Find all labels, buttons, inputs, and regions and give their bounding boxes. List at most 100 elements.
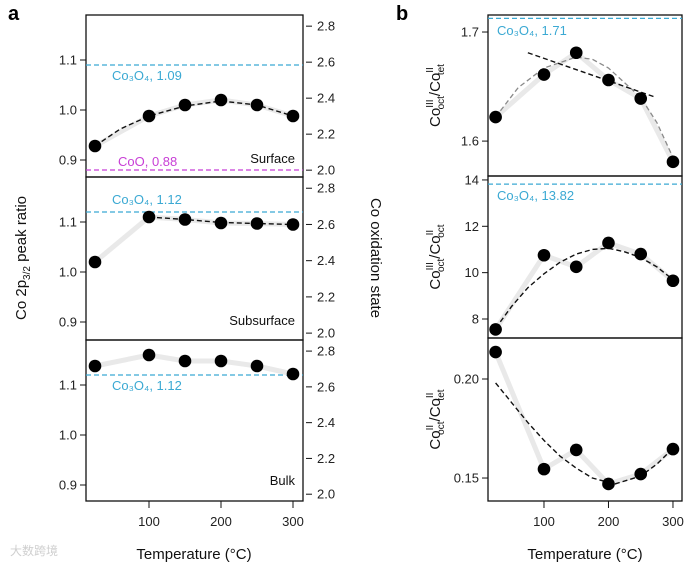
reference-label: CoO, 0.88 [118,154,177,169]
y2-tick-label: 2.8 [317,19,335,34]
data-point [602,73,615,87]
watermark: 大数跨境 [10,543,58,558]
x-tick-label: 200 [210,514,232,529]
data-point [178,354,192,368]
data-point [178,98,192,112]
x-tick-label: 300 [282,514,304,529]
data-point [537,248,551,262]
data-band [493,240,675,331]
panel-b-2: 0.15 0.20 CoIIoct/CoIItet [425,337,683,502]
data-point [250,359,264,373]
data-point [666,442,680,456]
data-point [250,98,264,112]
panel-b-1: 8 10 12 14 Co₃O₄, 13.82 CoIIIoct/CoIIoct [425,172,683,339]
y2-tick-label: 2.6 [317,55,335,70]
y2-tick-label: 2.4 [317,415,335,430]
panel-b-0: 1.6 1.7 Co₃O₄, 1.71 CoIIIoct/CoIItet [425,14,683,177]
plot-frame [85,339,304,502]
data-point [142,210,156,224]
reference-label: Co₃O₄, 1.12 [112,192,182,207]
reference-label: Co₃O₄, 13.82 [497,188,574,203]
y-tick-label: 0.15 [454,471,479,486]
data-point [178,213,192,226]
panel-a-1: 0.9 1.0 1.1 2.0 2.2 2.4 2.6 2.8 Co₃O₄, 1.12 Subsu… [59,176,335,341]
data-point [142,348,156,362]
y-tick-label: 0.9 [59,315,77,330]
y2-tick-label: 2.6 [317,379,335,394]
reference-label: Co₃O₄, 1.71 [497,23,567,38]
data-point [250,217,264,230]
y-tick-label: 1.1 [59,53,77,68]
data-point [286,109,300,123]
x-tick-label: 200 [598,514,620,529]
data-band [493,50,676,163]
data-point [214,354,228,368]
panel-label-b: b [396,3,408,25]
y-tick-label: 0.9 [59,153,77,168]
data-point [214,93,228,107]
y2-tick-label: 2.4 [317,253,335,268]
data-point [286,367,300,381]
y-tick-label: 1.7 [461,25,479,40]
y2-tick-label: 2.0 [317,326,335,341]
data-point [214,216,228,230]
y-tick-label: 1.1 [59,378,77,393]
y-tick-label: 1.0 [59,265,77,280]
data-point [88,359,102,373]
layer-label: Surface [250,151,295,166]
y2-tick-label: 2.8 [317,344,335,359]
y2-tick-label: 2.0 [317,163,335,178]
data-point [634,247,648,261]
x-axis-title-a: Temperature (°C) [136,546,251,563]
data-band [493,351,675,487]
data-point [286,218,300,231]
data-point [569,443,583,457]
y-tick-label: 0.9 [59,478,77,493]
data-point [489,110,502,124]
x-tick-label: 100 [138,514,160,529]
y-axis-title-a: Co 2p3/2 peak ratio [13,196,33,320]
y2-tick-label: 2.2 [317,451,335,466]
data-point [634,467,648,481]
y2-axis-title-a: Co oxidation state [367,198,384,318]
reference-label: Co₃O₄, 1.12 [112,378,182,393]
x-axis-title-b: Temperature (°C) [527,546,642,563]
y-axis-title: CoIIIoct/CoIItet [425,64,447,127]
data-point [602,477,615,491]
layer-label: Subsurface [229,313,295,328]
data-point [666,155,680,169]
y2-tick-label: 2.2 [317,127,335,142]
y-axis-title: CoIIoct/CoIItet [425,389,447,449]
data-point [88,139,102,153]
data-point [489,345,502,359]
y-tick-label: 10 [465,265,479,280]
panel-label-a: a [8,3,20,25]
y-tick-label: 8 [472,311,479,326]
data-point [142,109,156,123]
data-point [489,323,502,336]
y2-tick-label: 2.2 [317,289,335,304]
data-point [602,236,615,250]
x-tick-label: 100 [533,514,555,529]
reference-label: Co₃O₄, 1.09 [112,68,182,83]
y-tick-label: 1.1 [59,215,77,230]
y2-tick-label: 2.4 [317,91,335,106]
data-point [569,260,583,274]
data-point [88,255,102,269]
panel-a-2: 0.9 1.0 1.1 2.0 2.2 2.4 2.6 2.8 Co₃O₄, 1.12 Bulk [59,339,335,502]
plot-frame [487,337,683,502]
y2-tick-label: 2.6 [317,217,335,232]
data-point [634,92,648,105]
data-point [537,68,551,81]
y-tick-label: 1.0 [59,103,77,118]
data-point [666,274,680,288]
fit-curve-grey [495,56,674,158]
y-tick-label: 1.0 [59,428,77,443]
y-tick-label: 14 [465,172,479,187]
y2-tick-label: 2.8 [317,181,335,196]
panel-a-0: 0.9 1.0 1.1 2.0 2.2 2.4 2.6 2.8 Co₃O₄, 1.09 CoO, … [59,14,335,178]
y2-tick-label: 2.0 [317,487,335,502]
fit-curve [527,52,657,99]
y-tick-label: 0.20 [454,371,479,386]
